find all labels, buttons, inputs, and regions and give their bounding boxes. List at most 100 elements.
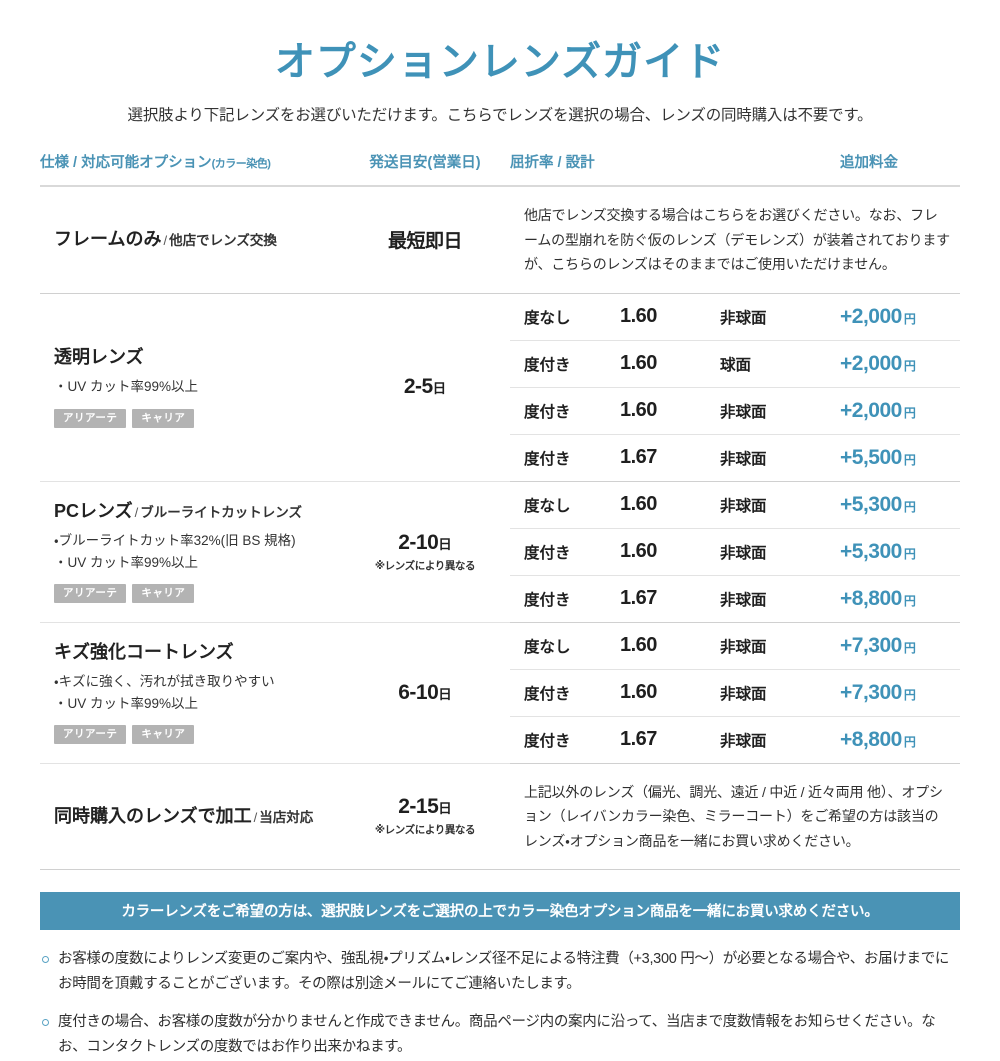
price-value: +5,500 (840, 445, 902, 469)
color-lens-banner: カラーレンズをご希望の方は、選択肢レンズをご選択の上でカラー染色オプション商品を… (40, 892, 960, 930)
refraction-index: 1.67 (620, 434, 720, 482)
footer-notes: お客様の度数によりレンズ変更のご案内や、強乱視・プリズム・レンズ径不足による特注… (40, 947, 960, 1061)
spec-bullets: ・UV カット率99%以上 (54, 376, 332, 398)
spec-name-sub: 当店対応 (259, 809, 314, 825)
refraction-index: 1.67 (620, 716, 720, 764)
column-header-spec: 仕様 / 対応可能オプション(カラー染色) (40, 151, 340, 186)
shipping-days: 2-5 (403, 375, 433, 398)
note-text: お客様の度数によりレンズ変更のご案内や、強乱視・プリズム・レンズ径不足による特注… (58, 951, 950, 993)
power-type: 度付き (510, 387, 620, 435)
price-value: +2,000 (840, 304, 902, 328)
price: +2,000 円 (840, 340, 961, 388)
lens-design: 非球面 (720, 575, 841, 623)
power-type: 度付き (510, 340, 620, 388)
spec-title: 同時購入のレンズで加工 / 当店対応 (54, 805, 314, 826)
shipping-unit: 日 (438, 686, 452, 702)
shipping-value: 6-10日 (344, 681, 506, 705)
page-subtitle: 選択肢より下記レンズをお選びいただけます。こちらでレンズを選択の場合、レンズの同… (127, 107, 873, 124)
lens-design: 非球面 (720, 434, 841, 482)
refraction-index: 1.60 (620, 669, 720, 717)
spec-cell-clear-lens: 透明レンズ ・UV カット率99%以上 アリアーテ キャリア (40, 293, 340, 482)
price-value: +8,800 (840, 586, 902, 610)
spec-bullets: ・ブルーライトカット率32%(旧 BS 規格) ・UV カット率99%以上 (54, 530, 332, 573)
description-frame-only: 他店でレンズ交換する場合はこちらをお選びください。なお、フレームの型崩れを防ぐ仮… (510, 186, 961, 294)
column-header-spec-note: (カラー染色) (211, 158, 271, 170)
price-unit: 円 (903, 452, 916, 467)
table-row-clear-lens-option: 度付き 1.60 非球面 +2,000 円 (40, 387, 961, 435)
power-type: 度なし (510, 481, 620, 529)
spec-bullet: ・UV カット率99%以上 (54, 379, 199, 395)
note-item: 度付きの場合、お客様の度数が分かりませんと作成できません。商品ページ内の案内に沿… (40, 1010, 960, 1061)
spec-title: PCレンズ / ブルーライトカットレンズ (54, 500, 303, 521)
spec-bullet: ・UV カット率99%以上 (54, 695, 199, 711)
lens-design: 非球面 (720, 387, 841, 435)
lens-design: 非球面 (720, 293, 841, 341)
spec-bullet: ・キズに強く、汚れが拭き取りやすい (54, 674, 275, 690)
shipping-days: 2-15 (398, 795, 439, 819)
table-row-scratch-coat-lens: キズ強化コートレンズ ・キズに強く、汚れが拭き取りやすい ・UV カット率99%… (40, 622, 961, 764)
price: +5,300 円 (840, 481, 961, 529)
price: +7,300 円 (840, 669, 961, 717)
shipping-cell-scratch-coat-lens: 6-10日 (340, 622, 510, 764)
shipping-cell-pc-lens: 2-10日 ※レンズにより異なる (340, 481, 510, 623)
shipping-unit: 日 (432, 381, 447, 396)
spec-cell-simultaneous-purchase: 同時購入のレンズで加工 / 当店対応 (40, 763, 340, 870)
spec-bullet: ・UV カット率99%以上 (54, 554, 199, 570)
spec-cell-scratch-coat-lens: キズ強化コートレンズ ・キズに強く、汚れが拭き取りやすい ・UV カット率99%… (40, 622, 340, 764)
table-row-simultaneous-purchase: 同時購入のレンズで加工 / 当店対応 2-15日 ※レンズにより異なる 上記以外のレ… (40, 763, 961, 870)
shipping-note: ※レンズにより異なる (374, 559, 476, 572)
price-unit: 円 (903, 687, 916, 702)
refraction-index: 1.60 (620, 481, 720, 529)
spec-title: キズ強化コートレンズ (54, 641, 332, 664)
tag-career: キャリア (132, 408, 195, 429)
table-row-scratch-coat-option: 度付き 1.67 非球面 +8,800 円 (40, 716, 961, 764)
power-type: 度付き (510, 716, 620, 764)
shipping-unit: 日 (438, 801, 452, 817)
price: +2,000 円 (840, 293, 961, 341)
price-unit: 円 (903, 546, 916, 561)
tag-ariate: アリアーテ (54, 408, 127, 429)
refraction-index: 1.60 (620, 293, 720, 341)
bullet-circle-icon (42, 956, 49, 963)
price-value: +7,300 (840, 680, 902, 704)
price-unit: 円 (903, 640, 916, 655)
power-type: 度なし (510, 293, 620, 341)
price-value: +8,800 (840, 727, 902, 751)
power-type: 度付き (510, 575, 620, 623)
spec-bullets: ・キズに強く、汚れが拭き取りやすい ・UV カット率99%以上 (54, 671, 332, 714)
table-row-pc-lens-option: 度付き 1.67 非球面 +8,800 円 (40, 575, 961, 623)
spec-title: 透明レンズ (54, 346, 332, 369)
shipping-cell-clear-lens: 2-5日 (340, 293, 510, 482)
shipping-unit: 日 (438, 536, 452, 552)
shipping-value: 最短即日 (387, 231, 463, 253)
power-type: 度付き (510, 528, 620, 576)
option-lens-guide-page: オプションレンズガイド 選択肢より下記レンズをお選びいただけます。こちらでレンズ… (40, 40, 961, 1055)
power-type: 度なし (510, 622, 620, 670)
shipping-cell-frame-only: 最短即日 (340, 186, 510, 294)
power-type: 度付き (510, 434, 620, 482)
price: +2,000 円 (840, 387, 961, 435)
spec-title: フレームのみ / 他店でレンズ交換 (54, 229, 277, 250)
price: +7,300 円 (840, 622, 961, 670)
table-header: 仕様 / 対応可能オプション(カラー染色) 発送目安(営業日) 屈折率 / 設計… (40, 151, 961, 186)
lens-design: 球面 (720, 340, 841, 388)
shipping-days: 6-10 (398, 680, 439, 704)
price: +8,800 円 (840, 575, 961, 623)
price-value: +2,000 (840, 398, 902, 422)
table-row-scratch-coat-option: 度付き 1.60 非球面 +7,300 円 (40, 669, 961, 717)
refraction-index: 1.60 (620, 387, 720, 435)
column-header-shipping: 発送目安(営業日) (369, 155, 481, 171)
page-title: オプションレンズガイド (274, 40, 726, 84)
table-row-pc-lens-option: 度付き 1.60 非球面 +5,300 円 (40, 528, 961, 576)
lens-design: 非球面 (720, 716, 841, 764)
shipping-value: 2-10日 (344, 531, 506, 555)
lens-design: 非球面 (720, 622, 841, 670)
lens-design: 非球面 (720, 669, 841, 717)
shipping-cell-simultaneous-purchase: 2-15日 ※レンズにより異なる (340, 763, 510, 870)
refraction-index: 1.60 (620, 340, 720, 388)
power-type: 度付き (510, 669, 620, 717)
price-unit: 円 (903, 593, 916, 608)
table-body: フレームのみ / 他店でレンズ交換 最短即日 他店でレンズ交換する場合はこちらをお選… (40, 186, 961, 870)
price: +5,300 円 (840, 528, 961, 576)
price-unit: 円 (903, 358, 916, 373)
